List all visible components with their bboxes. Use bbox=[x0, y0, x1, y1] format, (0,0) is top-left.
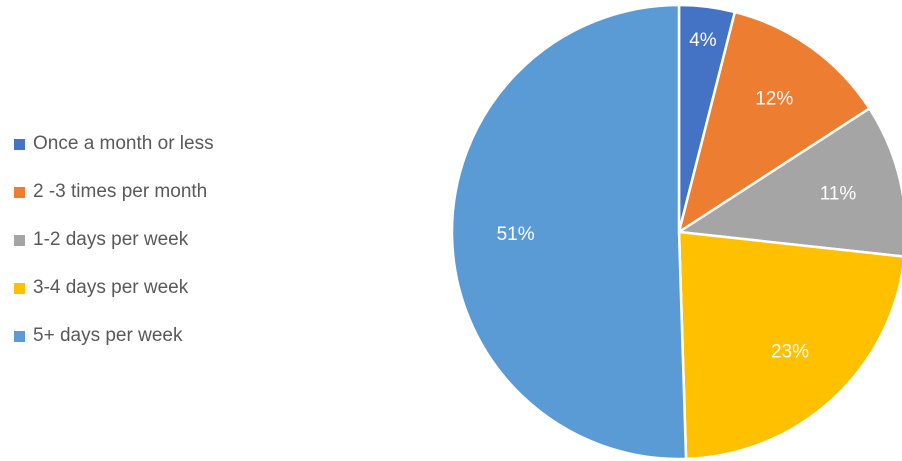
pie-slice bbox=[677, 230, 902, 461]
legend-item: 3-4 days per week bbox=[14, 264, 314, 312]
slice-data-label: 11% bbox=[820, 184, 857, 205]
legend-swatch bbox=[14, 138, 25, 150]
legend-swatch bbox=[14, 282, 25, 294]
legend-item: 5+ days per week bbox=[14, 312, 314, 360]
legend-label: 5+ days per week bbox=[33, 325, 183, 346]
legend-swatch bbox=[14, 234, 25, 246]
chart-legend: Once a month or less 2 -3 times per month… bbox=[14, 120, 314, 360]
slice-data-label: 51% bbox=[497, 224, 535, 245]
legend-item: Once a month or less bbox=[14, 120, 314, 168]
legend-label: 3-4 days per week bbox=[33, 277, 189, 298]
pie-slice bbox=[450, 3, 688, 461]
legend-item: 1-2 days per week bbox=[14, 216, 314, 264]
pie-slice bbox=[677, 107, 902, 258]
slice-data-label: 12% bbox=[755, 89, 793, 110]
pie-slice bbox=[677, 10, 871, 234]
slice-data-label: 4% bbox=[689, 30, 717, 51]
legend-label: 2 -3 times per month bbox=[33, 181, 208, 202]
legend-label: 1-2 days per week bbox=[33, 229, 189, 250]
legend-swatch bbox=[14, 330, 25, 342]
slice-data-label: 23% bbox=[771, 341, 809, 362]
legend-swatch bbox=[14, 186, 25, 198]
legend-label: Once a month or less bbox=[33, 133, 214, 154]
legend-item: 2 -3 times per month bbox=[14, 168, 314, 216]
